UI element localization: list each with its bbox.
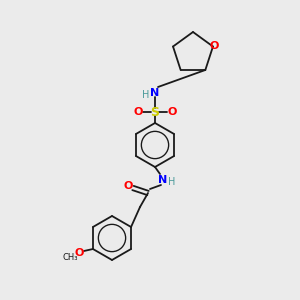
Text: H: H — [142, 90, 150, 100]
Text: O: O — [133, 107, 143, 117]
Text: O: O — [209, 40, 219, 50]
Text: O: O — [123, 181, 133, 191]
Text: H: H — [168, 177, 176, 187]
Text: O: O — [167, 107, 177, 117]
Text: O: O — [74, 248, 84, 258]
Text: S: S — [151, 106, 160, 118]
Text: CH₃: CH₃ — [62, 253, 78, 262]
Text: N: N — [150, 88, 160, 98]
Text: N: N — [158, 175, 168, 185]
